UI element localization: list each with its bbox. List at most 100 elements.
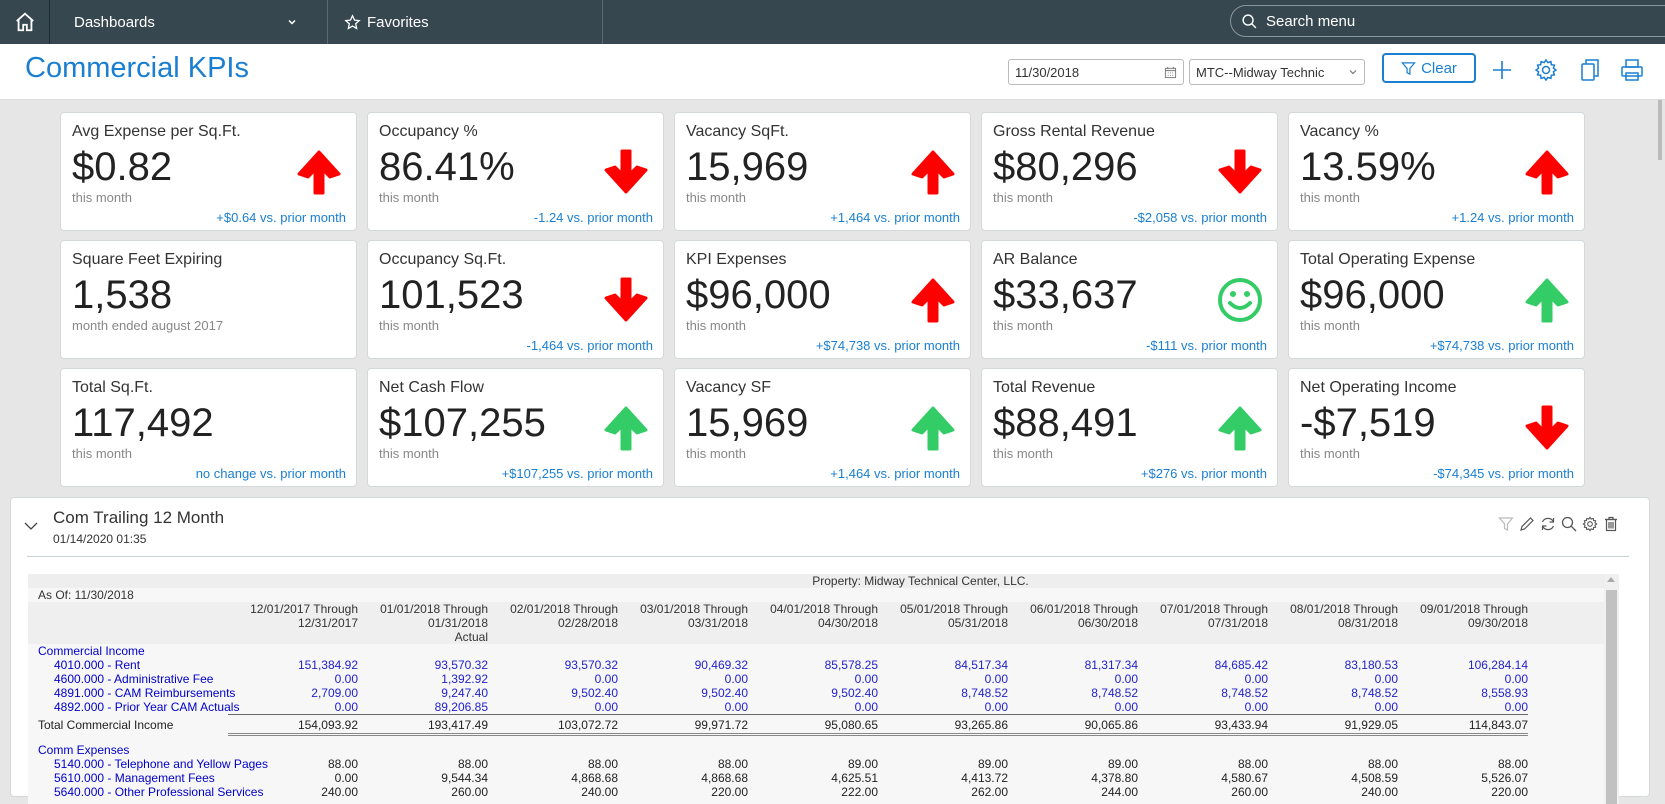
kpi-value: $96,000 — [686, 273, 831, 317]
dashboards-menu[interactable]: Dashboards — [50, 0, 328, 44]
report-cell: 0.00 — [1504, 672, 1528, 686]
report-cell: 0.00 — [854, 672, 878, 686]
kpi-period: this month — [72, 190, 132, 205]
report-cell: 8,748.52 — [961, 686, 1008, 700]
report-cell: 244.00 — [1101, 784, 1138, 799]
report-cell: 8,748.52 — [1221, 686, 1268, 700]
account-label[interactable]: 5640.000 - Other Professional Services — [54, 784, 264, 799]
property-select[interactable]: MTC--Midway Technic — [1189, 59, 1365, 85]
search-menu-input[interactable]: Search menu — [1230, 5, 1665, 37]
report-cell: 88.00 — [717, 756, 748, 771]
kpi-value: 86.41% — [379, 145, 515, 189]
kpi-card-ar-balance[interactable]: AR Balance $33,637 this month -$111 vs. … — [981, 240, 1278, 359]
kpi-card-vacancy-sf[interactable]: Vacancy SF 15,969 this month +1,464 vs. … — [674, 368, 971, 487]
page-scrollbar-thumb[interactable] — [1658, 100, 1662, 160]
top-nav: Dashboards Favorites Search menu — [0, 0, 1665, 44]
scroll-up-arrow-icon[interactable] — [1607, 577, 1615, 582]
favorites-menu[interactable]: Favorites — [328, 0, 603, 44]
collapse-chevron-icon[interactable] — [23, 518, 39, 534]
kpi-delta: -1,464 vs. prior month — [526, 338, 653, 353]
column-header: 01/01/2018 Through 01/31/2018 Actual — [358, 602, 488, 644]
kpi-card-kpi-expenses[interactable]: KPI Expenses $96,000 this month +$74,738… — [674, 240, 971, 359]
report-cell: 89.00 — [847, 756, 878, 771]
kpi-card-occupancy-pct[interactable]: Occupancy % 86.41% this month -1.24 vs. … — [367, 112, 664, 231]
account-label[interactable]: 4892.000 - Prior Year CAM Actuals — [54, 700, 240, 715]
home-button[interactable] — [0, 0, 50, 44]
kpi-card-square-feet-expiring[interactable]: Square Feet Expiring 1,538 month ended a… — [60, 240, 357, 359]
section-header-expenses[interactable]: Comm Expenses — [38, 742, 130, 757]
kpi-value: 1,538 — [72, 273, 173, 317]
report-scrollbar[interactable] — [1604, 574, 1619, 804]
report-property: Property: Midway Technical Center, LLC. — [28, 574, 1613, 588]
account-label[interactable]: 5610.000 - Management Fees — [54, 770, 215, 785]
clear-filter-button[interactable]: Clear — [1382, 53, 1476, 83]
account-label[interactable]: 4010.000 - Rent — [54, 658, 141, 672]
report-cell: 0.00 — [1244, 700, 1268, 714]
kpi-period: this month — [993, 190, 1053, 205]
report-cell: 89,206.85 — [434, 700, 488, 714]
report-cell: 106,284.14 — [1467, 658, 1528, 672]
date-picker[interactable]: 11/30/2018 — [1008, 59, 1184, 85]
kpi-period: this month — [379, 318, 439, 333]
report-cell: 85,578.25 — [824, 658, 878, 672]
report-cell: 9,502.40 — [831, 686, 878, 700]
kpi-delta: +1,464 vs. prior month — [830, 466, 960, 481]
trash-icon[interactable] — [1603, 516, 1619, 532]
account-label[interactable]: 5140.000 - Telephone and Yellow Pages — [54, 756, 268, 771]
filter-icon — [1401, 61, 1416, 75]
calendar-icon[interactable] — [1164, 66, 1177, 79]
kpi-card-total-operating-expense[interactable]: Total Operating Expense $96,000 this mon… — [1288, 240, 1585, 359]
report-cell: 93,265.86 — [878, 714, 1008, 736]
report-cell: 193,417.49 — [358, 714, 488, 736]
report-cell: 154,093.92 — [228, 714, 358, 736]
kpi-card-avg-expense-per-sqft[interactable]: Avg Expense per Sq.Ft. $0.82 this month … — [60, 112, 357, 231]
kpi-card-vacancy-sqft[interactable]: Vacancy SqFt. 15,969 this month +1,464 v… — [674, 112, 971, 231]
pencil-icon[interactable] — [1519, 516, 1535, 532]
account-label[interactable]: 4891.000 - CAM Reimbursements — [54, 686, 236, 700]
report-cell: 88.00 — [327, 756, 358, 771]
refresh-icon[interactable] — [1540, 516, 1556, 532]
page-scrollbar[interactable] — [1658, 100, 1665, 786]
kpi-card-total-sqft[interactable]: Total Sq.Ft. 117,492 this month no chang… — [60, 368, 357, 487]
report-cell: 4,580.67 — [1221, 770, 1268, 785]
column-header: 04/01/2018 Through 04/30/2018 — [748, 602, 878, 644]
column-header: 02/01/2018 Through 02/28/2018 — [488, 602, 618, 644]
kpi-card-total-revenue[interactable]: Total Revenue $88,491 this month +$276 v… — [981, 368, 1278, 487]
plus-icon — [1493, 61, 1511, 79]
filter-icon[interactable] — [1498, 516, 1514, 532]
report-cell: 0.00 — [594, 700, 618, 714]
kpi-grid: Avg Expense per Sq.Ft. $0.82 this month … — [60, 112, 1585, 487]
copy-button[interactable] — [1576, 56, 1604, 84]
kpi-card-net-cash-flow[interactable]: Net Cash Flow $107,255 this month +$107,… — [367, 368, 664, 487]
favorites-label: Favorites — [367, 13, 429, 31]
report-cell: 240.00 — [581, 784, 618, 799]
search-icon[interactable] — [1561, 516, 1577, 532]
report-section-row: Commercial Income — [28, 644, 1613, 658]
gear-icon[interactable] — [1582, 516, 1598, 532]
add-button[interactable] — [1488, 56, 1516, 84]
settings-button[interactable] — [1532, 56, 1560, 84]
report-cell: 0.00 — [1504, 700, 1528, 714]
column-header: 03/01/2018 Through 03/31/2018 — [618, 602, 748, 644]
report-cell: 0.00 — [984, 700, 1008, 714]
gear-icon — [1534, 58, 1558, 82]
account-label[interactable]: 4600.000 - Administrative Fee — [54, 672, 214, 686]
scrollbar-thumb[interactable] — [1606, 590, 1617, 804]
print-button[interactable] — [1618, 56, 1646, 84]
arrow-up-icon — [297, 150, 341, 195]
kpi-delta: no change vs. prior month — [195, 466, 346, 481]
report-cell: 91,929.05 — [1268, 714, 1398, 736]
kpi-card-occupancy-sqft[interactable]: Occupancy Sq.Ft. 101,523 this month -1,4… — [367, 240, 664, 359]
section-header-income[interactable]: Commercial Income — [38, 644, 145, 658]
kpi-card-gross-rental-revenue[interactable]: Gross Rental Revenue $80,296 this month … — [981, 112, 1278, 231]
report-cell: 84,685.42 — [1214, 658, 1268, 672]
report-viewer: Property: Midway Technical Center, LLC. … — [28, 574, 1613, 804]
kpi-delta: -$111 vs. prior month — [1146, 338, 1267, 353]
kpi-card-vacancy-pct[interactable]: Vacancy % 13.59% this month +1.24 vs. pr… — [1288, 112, 1585, 231]
kpi-delta: +1,464 vs. prior month — [830, 210, 960, 225]
kpi-card-net-operating-income[interactable]: Net Operating Income -$7,519 this month … — [1288, 368, 1585, 487]
kpi-period: this month — [993, 446, 1053, 461]
kpi-title: Vacancy SqFt. — [686, 123, 789, 140]
chevron-down-icon — [288, 19, 296, 25]
report-cell: 83,180.53 — [1344, 658, 1398, 672]
